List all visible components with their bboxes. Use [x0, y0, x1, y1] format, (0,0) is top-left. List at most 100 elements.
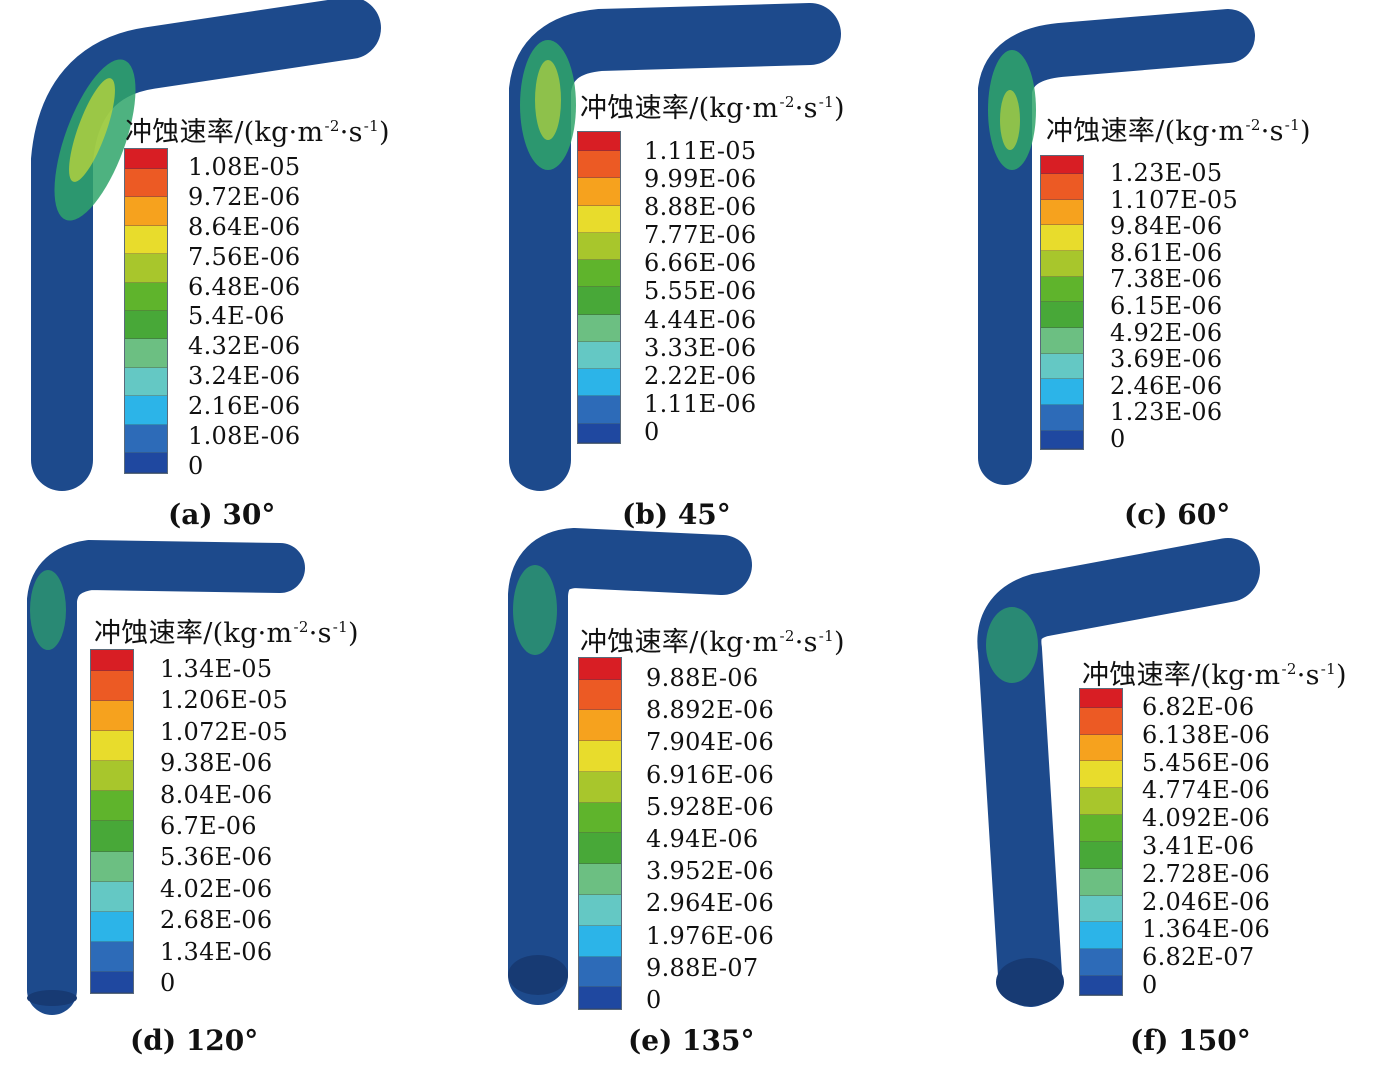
colorbar-band	[579, 956, 621, 988]
colorbar-tick-label: 0	[160, 968, 176, 997]
colorbar-tick-label: 9.99E-06	[644, 165, 757, 194]
caption: (a) 30°	[168, 498, 276, 531]
colorbar-band	[1041, 328, 1083, 354]
colorbar-band	[91, 881, 133, 912]
colorbar-band	[91, 911, 133, 942]
colorbar-band	[125, 168, 167, 198]
colorbar	[90, 649, 134, 994]
colorbar-tick-label: 4.92E-06	[1110, 318, 1223, 347]
colorbar-band	[91, 671, 133, 702]
colorbar-band	[579, 864, 621, 896]
colorbar-band	[1041, 251, 1083, 277]
colorbar-band	[579, 925, 621, 957]
colorbar-tick-label: 5.36E-06	[160, 843, 273, 872]
colorbar-tick-label: 4.32E-06	[188, 332, 301, 361]
colorbar-tick-label: 6.82E-07	[1142, 943, 1255, 972]
colorbar-band	[125, 149, 167, 169]
colorbar-band	[125, 197, 167, 226]
colorbar-band	[578, 369, 620, 397]
colorbar-band	[125, 310, 167, 340]
colorbar	[578, 657, 622, 1010]
colorbar-tick-label: 9.38E-06	[160, 749, 273, 778]
colorbar-band	[578, 314, 620, 342]
colorbar-tick-label: 5.4E-06	[188, 302, 285, 331]
colorbar-band	[578, 423, 620, 443]
colorbar-band	[578, 205, 620, 233]
colorbar-band	[125, 339, 167, 368]
colorbar-tick-label: 2.046E-06	[1142, 887, 1271, 916]
colorbar-band	[91, 701, 133, 732]
colorbar-band	[125, 282, 167, 311]
colorbar-tick-label: 4.774E-06	[1142, 776, 1271, 805]
legend-title: 冲蚀速率/(kg·m-2·s-1)	[94, 618, 359, 649]
caption: (b) 45°	[622, 498, 731, 531]
colorbar	[1079, 688, 1123, 996]
colorbar-tick-label: 1.34E-06	[160, 937, 273, 966]
colorbar-tick-label: 8.892E-06	[646, 696, 775, 725]
colorbar-tick-label: 6.48E-06	[188, 272, 301, 301]
colorbar-band	[1080, 815, 1122, 842]
colorbar-tick-label: 4.02E-06	[160, 874, 273, 903]
colorbar-tick-label: 0	[646, 985, 662, 1014]
colorbar-band	[1080, 976, 1122, 995]
colorbar-tick-label: 1.08E-06	[188, 422, 301, 451]
colorbar-band	[1080, 734, 1122, 762]
colorbar-band	[1041, 379, 1083, 406]
colorbar-band	[578, 232, 620, 261]
colorbar-band	[91, 821, 133, 852]
colorbar-tick-label: 3.952E-06	[646, 857, 775, 886]
legend-title: 冲蚀速率/(kg·m-2·s-1)	[580, 627, 845, 658]
colorbar-band	[1080, 761, 1122, 789]
colorbar-tick-label: 4.94E-06	[646, 824, 759, 853]
colorbar-tick-label: 8.88E-06	[644, 193, 757, 222]
colorbar-band	[125, 452, 167, 473]
colorbar-band	[579, 833, 621, 865]
colorbar-tick-label: 6.15E-06	[1110, 291, 1223, 320]
colorbar-tick-label: 9.72E-06	[188, 182, 301, 211]
colorbar-tick-label: 7.904E-06	[646, 728, 775, 757]
colorbar-tick-label: 4.092E-06	[1142, 804, 1271, 833]
colorbar-tick-label: 1.34E-05	[160, 655, 273, 683]
colorbar-tick-label: 1.08E-05	[188, 153, 301, 181]
legend-title: 冲蚀速率/(kg·m-2·s-1)	[1082, 660, 1347, 691]
colorbar-tick-label: 9.88E-07	[646, 953, 759, 982]
colorbar-tick-label: 7.38E-06	[1110, 265, 1223, 294]
colorbar-band	[578, 260, 620, 288]
colorbar-band	[1080, 841, 1122, 869]
colorbar-tick-label: 3.33E-06	[644, 333, 757, 362]
colorbar-tick-label: 2.964E-06	[646, 889, 775, 918]
colorbar-tick-label: 8.04E-06	[160, 780, 273, 809]
colorbar-tick-label: 1.11E-05	[644, 137, 757, 165]
legend-title: 冲蚀速率/(kg·m-2·s-1)	[1046, 116, 1311, 147]
colorbar-band	[578, 396, 620, 424]
colorbar-tick-label: 8.61E-06	[1110, 238, 1223, 267]
colorbar-tick-label: 1.11E-06	[644, 389, 757, 418]
colorbar-tick-label: 6.7E-06	[160, 811, 257, 840]
colorbar-band	[91, 650, 133, 672]
colorbar-band	[91, 791, 133, 822]
colorbar-tick-label: 5.55E-06	[644, 277, 757, 306]
colorbar-band	[1080, 868, 1122, 896]
colorbar-tick-label: 2.68E-06	[160, 906, 273, 935]
colorbar-labels: 1.11E-05 9.99E-06 8.88E-06 7.77E-06 6.66E-06…	[644, 139, 756, 444]
colorbar-tick-label: 6.66E-06	[644, 249, 757, 278]
colorbar-band	[125, 367, 167, 397]
colorbar-tick-label: 3.24E-06	[188, 362, 301, 391]
colorbar-band	[1041, 173, 1083, 200]
colorbar-band	[578, 341, 620, 370]
colorbar-tick-label: 2.22E-06	[644, 361, 757, 390]
caption: (c) 60°	[1124, 498, 1231, 531]
colorbar-labels: 1.23E-05 1.107E-05 9.84E-06 8.61E-06 7.38E-0…	[1110, 161, 1238, 451]
colorbar-tick-label: 7.56E-06	[188, 242, 301, 271]
colorbar-band	[578, 287, 620, 315]
colorbar-band	[125, 225, 167, 255]
colorbar	[1040, 155, 1084, 450]
colorbar-band	[1080, 922, 1122, 950]
colorbar-tick-label: 0	[188, 451, 204, 480]
colorbar-band	[91, 761, 133, 792]
colorbar-band	[1041, 430, 1083, 449]
